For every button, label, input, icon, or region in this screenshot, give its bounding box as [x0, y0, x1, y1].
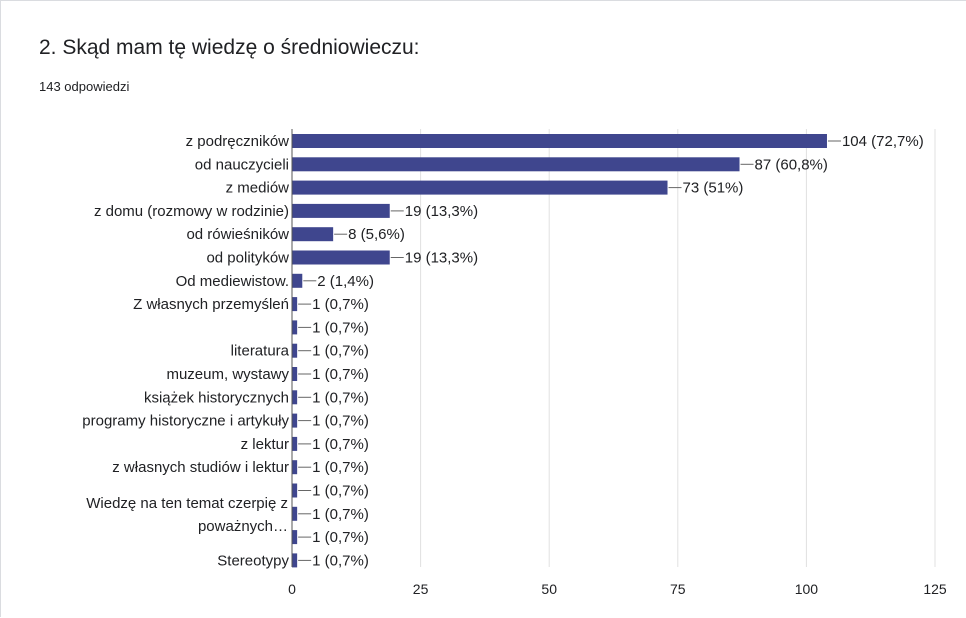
category-label: muzeum, wystawy — [166, 366, 289, 383]
x-tick-label: 125 — [923, 581, 947, 597]
data-label: 19 (13,3%) — [405, 203, 478, 220]
data-label: 1 (0,7%) — [312, 413, 369, 430]
category-label: Stereotypy — [217, 552, 289, 569]
bar — [292, 227, 334, 242]
category-label: programy historyczne i artykuły — [82, 413, 289, 430]
category-label: od nauczycieli — [195, 156, 289, 173]
data-label: 1 (0,7%) — [312, 529, 369, 546]
category-label: literatura — [231, 343, 290, 360]
data-label: 73 (51%) — [683, 180, 744, 197]
bar — [292, 483, 298, 498]
data-label: 8 (5,6%) — [348, 226, 405, 243]
x-tick-label: 75 — [670, 581, 686, 597]
data-label: 2 (1,4%) — [317, 273, 374, 290]
bar — [292, 343, 298, 358]
data-label: 1 (0,7%) — [312, 459, 369, 476]
bar — [292, 157, 740, 172]
category-label: poważnych… — [198, 518, 288, 535]
data-label: 1 (0,7%) — [312, 436, 369, 453]
category-label: Z własnych przemyśleń — [133, 296, 289, 313]
category-label: z mediów — [226, 180, 290, 197]
category-label: z lektur — [241, 436, 289, 453]
category-label: od rówieśników — [186, 226, 289, 243]
bar — [292, 134, 827, 148]
x-tick-label: 50 — [541, 581, 557, 597]
bar — [292, 250, 390, 265]
data-label: 1 (0,7%) — [312, 296, 369, 313]
bar — [292, 436, 298, 451]
bar — [292, 297, 298, 312]
data-label: 87 (60,8%) — [755, 156, 828, 173]
x-tick-label: 25 — [413, 581, 429, 597]
data-label: 1 (0,7%) — [312, 483, 369, 500]
category-label: z własnych studiów i lektur — [112, 459, 289, 476]
question-title: 2. Skąd mam tę wiedzę o średniowieczu: — [39, 36, 420, 59]
bar — [292, 553, 298, 568]
data-label: 1 (0,7%) — [312, 506, 369, 523]
data-label: 1 (0,7%) — [312, 552, 369, 569]
bar — [292, 413, 298, 428]
bar — [292, 320, 298, 335]
category-label: od polityków — [206, 250, 289, 267]
category-label: książek historycznych — [144, 389, 289, 406]
data-label: 104 (72,7%) — [842, 133, 924, 150]
data-label: 1 (0,7%) — [312, 343, 369, 360]
data-label: 1 (0,7%) — [312, 319, 369, 336]
data-label: 1 (0,7%) — [312, 389, 369, 406]
bar — [292, 530, 298, 545]
bar — [292, 180, 668, 195]
data-label: 1 (0,7%) — [312, 366, 369, 383]
bar — [292, 273, 303, 288]
category-label: Wiedzę na ten temat czerpię z — [86, 495, 288, 512]
x-tick-label: 0 — [288, 581, 296, 597]
bar — [292, 203, 390, 218]
bar — [292, 367, 298, 381]
data-label: 19 (13,3%) — [405, 250, 478, 267]
x-tick-label: 100 — [795, 581, 819, 597]
bar — [292, 390, 298, 405]
category-label: z podręczników — [186, 133, 290, 150]
category-label: Od mediewistow. — [176, 273, 289, 290]
category-label: z domu (rozmowy w rodzinie) — [94, 203, 289, 220]
response-count: 143 odpowiedzi — [39, 79, 130, 94]
bar — [292, 506, 298, 521]
bar — [292, 460, 298, 475]
